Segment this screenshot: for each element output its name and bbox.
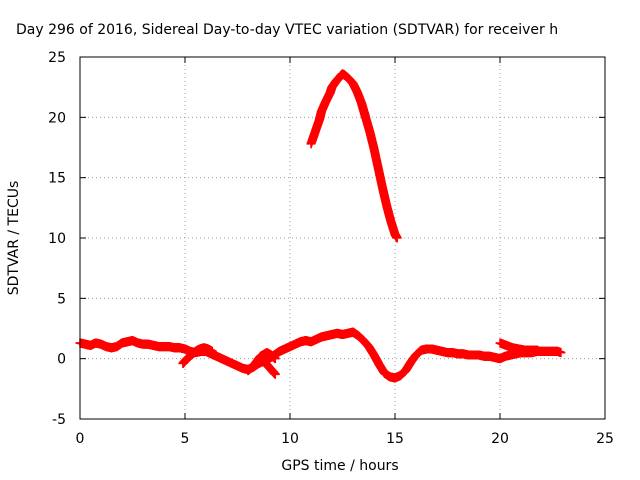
- y-tick-label: 0: [57, 352, 66, 368]
- data-point: [533, 345, 543, 355]
- chart-title: Day 296 of 2016, Sidereal Day-to-day VTE…: [16, 22, 558, 38]
- x-tick-label: 15: [386, 431, 404, 447]
- y-tick-label: 25: [48, 50, 66, 66]
- y-tick-label: 10: [48, 231, 66, 247]
- y-tick-label: 20: [48, 110, 66, 126]
- data-point: [556, 348, 566, 358]
- data-point: [392, 233, 402, 243]
- y-tick-label: -5: [52, 412, 66, 428]
- y-tick-label: 5: [57, 291, 66, 307]
- x-tick-label: 5: [181, 431, 190, 447]
- x-axis-label: GPS time / hours: [281, 458, 398, 474]
- x-tick-label: 25: [596, 431, 614, 447]
- data-points: [75, 69, 566, 383]
- data-point: [270, 354, 280, 364]
- plot-frame: [79, 56, 606, 420]
- y-axis-label: SDTVAR / TECUs: [6, 181, 22, 296]
- x-tick-label: 10: [281, 431, 299, 447]
- x-tick-label: 20: [491, 431, 509, 447]
- data-point: [207, 346, 217, 356]
- y-tick-label: 15: [48, 171, 66, 187]
- x-tick-label: 0: [76, 431, 85, 447]
- data-point: [254, 354, 263, 364]
- tick-labels: 0 5 10 15 20 25 -5 0 5 10 15 20 25: [48, 50, 614, 447]
